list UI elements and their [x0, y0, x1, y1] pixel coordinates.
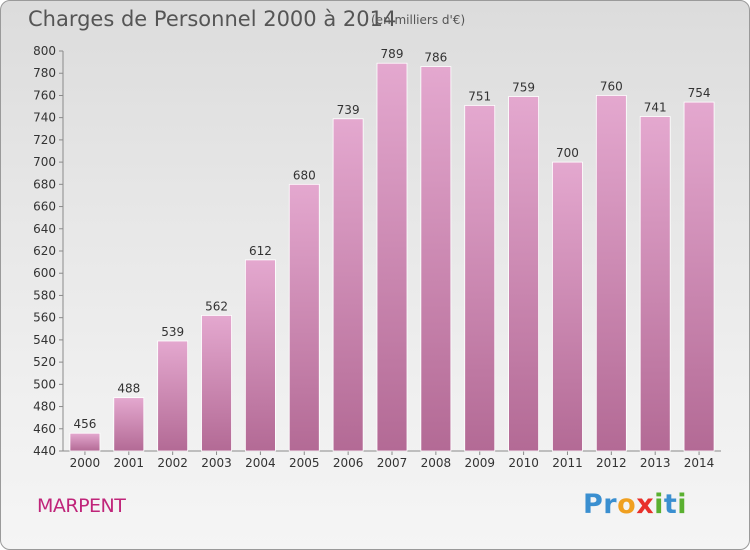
x-tick-label: 2003: [201, 456, 232, 470]
bar: [683, 101, 715, 452]
bar: [552, 161, 583, 452]
bar: [508, 96, 540, 452]
bar: [595, 95, 627, 452]
y-tick-label: 780: [33, 66, 56, 80]
x-tick-label: 2007: [377, 456, 408, 470]
bar: [201, 315, 232, 452]
bar-value-label: 760: [600, 79, 623, 93]
bar-value-label: 789: [381, 47, 404, 61]
logo-letter: o: [617, 489, 637, 520]
bar-value-label: 741: [644, 101, 667, 115]
chart-title: Charges de Personnel 2000 à 2014: [28, 7, 397, 31]
y-tick-label: 580: [33, 288, 56, 302]
logo-letter: x: [636, 489, 655, 520]
x-tick-label: 2006: [333, 456, 364, 470]
proxiti-logo[interactable]: Proxiti: [583, 489, 687, 520]
y-tick-label: 560: [33, 311, 56, 325]
bar-value-label: 739: [337, 103, 360, 117]
bar-value-label: 786: [424, 51, 447, 65]
bar: [420, 66, 452, 452]
x-tick-label: 2008: [421, 456, 452, 470]
x-tick-label: 2012: [596, 456, 627, 470]
logo-letter: t: [663, 489, 678, 520]
x-tick-label: 2004: [245, 456, 276, 470]
bar-value-label: 539: [161, 325, 184, 339]
bar: [376, 62, 408, 452]
y-tick-label: 740: [33, 111, 56, 125]
bar-value-label: 754: [688, 86, 711, 100]
x-tick-label: 2014: [684, 456, 715, 470]
x-tick-label: 2002: [157, 456, 188, 470]
logo-letter: i: [654, 489, 664, 520]
bar-value-label: 700: [556, 146, 579, 160]
y-tick-label: 720: [33, 133, 56, 147]
y-tick-label: 540: [33, 333, 56, 347]
logo-letter: P: [583, 489, 604, 520]
logo-letter: i: [677, 489, 688, 520]
bar: [157, 340, 189, 452]
y-tick-label: 600: [33, 266, 56, 280]
bar-value-label: 612: [249, 244, 272, 258]
y-tick-label: 800: [33, 44, 56, 58]
bar-value-label: 488: [117, 382, 140, 396]
bar: [332, 118, 364, 452]
y-tick-label: 640: [33, 222, 56, 236]
bar: [69, 432, 101, 452]
bar: [244, 259, 276, 452]
bar-value-label: 562: [205, 299, 228, 313]
bar: [464, 105, 496, 452]
bar: [288, 183, 320, 452]
x-tick-label: 2001: [114, 456, 145, 470]
x-tick-label: 2005: [289, 456, 320, 470]
y-tick-label: 680: [33, 177, 56, 191]
town-name: MARPENT: [37, 495, 126, 517]
logo-letter: r: [603, 489, 618, 520]
x-tick-label: 2013: [640, 456, 671, 470]
bar: [639, 116, 671, 452]
x-tick-label: 2011: [552, 456, 583, 470]
bar-value-label: 680: [293, 168, 316, 182]
y-tick-label: 700: [33, 155, 56, 169]
y-tick-label: 760: [33, 88, 56, 102]
x-tick-label: 2000: [70, 456, 101, 470]
y-tick-label: 500: [33, 377, 56, 391]
x-tick-label: 2010: [508, 456, 539, 470]
y-tick-label: 660: [33, 200, 56, 214]
y-tick-label: 480: [33, 400, 56, 414]
x-tick-label: 2009: [464, 456, 495, 470]
bar-value-label: 456: [73, 417, 96, 431]
y-tick-label: 460: [33, 422, 56, 436]
y-tick-label: 620: [33, 244, 56, 258]
y-tick-label: 440: [33, 444, 56, 458]
bar-value-label: 759: [512, 81, 535, 95]
bar: [113, 397, 145, 452]
bar-value-label: 751: [468, 89, 491, 103]
y-tick-label: 520: [33, 355, 56, 369]
unit-note: (en milliers d'€): [371, 13, 466, 27]
